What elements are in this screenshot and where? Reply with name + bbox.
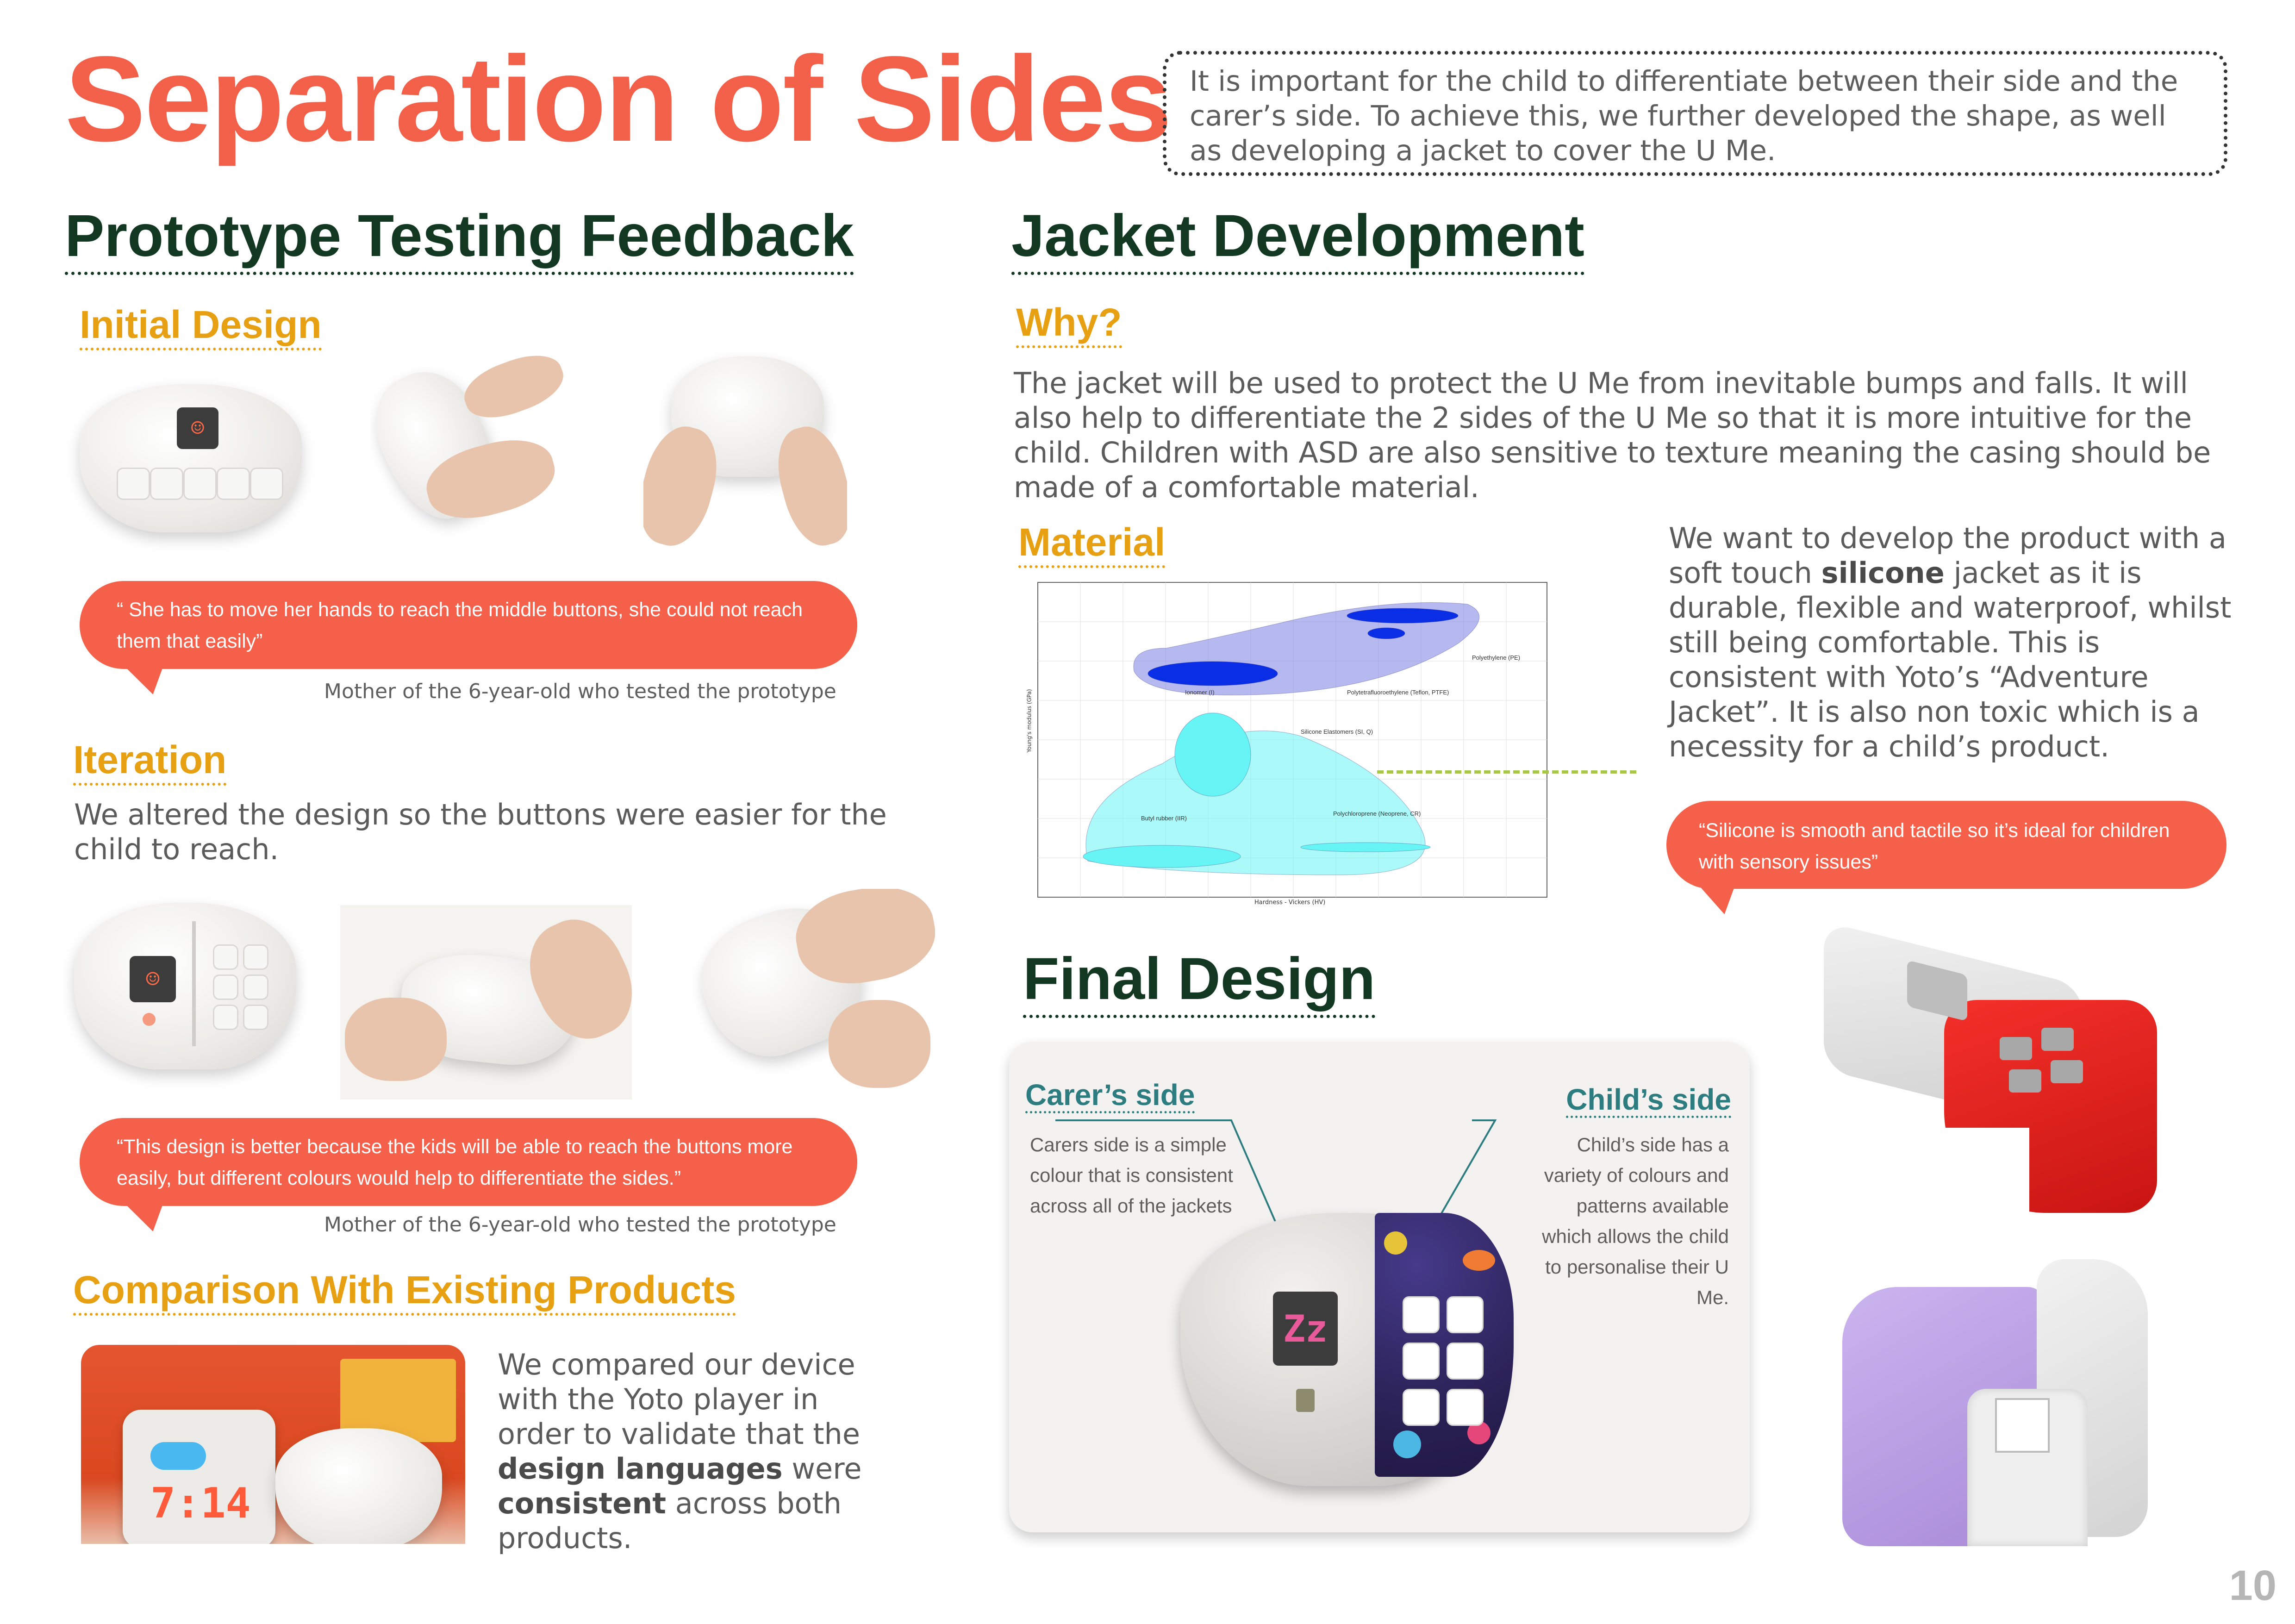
bubble-tail <box>1678 877 1738 914</box>
final-device: Zz <box>1180 1213 1514 1486</box>
chart-region-label: Polyethylene (PE) <box>1472 654 1520 661</box>
hand <box>345 998 447 1081</box>
purple-jacket-render <box>1842 1259 2157 1546</box>
carer-side-heading: Carer’s side <box>1025 1079 1195 1114</box>
device-button <box>213 1005 238 1030</box>
iteration-quote-caption: Mother of the 6-year-old who tested the … <box>324 1213 836 1237</box>
initial-quote-caption: Mother of the 6-year-old who tested the … <box>324 680 836 703</box>
why-text: The jacket will be used to protect the U… <box>1014 366 2211 504</box>
page-title: Separation of Sides <box>65 31 1172 167</box>
device-button <box>213 944 238 970</box>
child-button <box>1403 1296 1440 1333</box>
device-divider <box>192 921 196 1046</box>
planet-icon <box>1393 1430 1421 1458</box>
child-button <box>1447 1296 1484 1333</box>
device-button <box>250 468 283 500</box>
device-button <box>243 1005 268 1030</box>
screen-cutout <box>1995 1398 2050 1453</box>
device-button <box>150 468 183 500</box>
device-button <box>243 944 268 970</box>
child-button <box>1403 1343 1440 1380</box>
device-button <box>183 468 217 500</box>
initial-hands-photo-1 <box>370 352 574 546</box>
iteration-device-image: ☺ <box>74 903 296 1069</box>
chart-xlabel: Hardness - Vickers (HV) <box>1254 899 1326 906</box>
device-screen: ☺ <box>177 407 218 449</box>
planet-icon <box>1384 1231 1407 1255</box>
iteration-quote-bubble: “This design is better because the kids … <box>80 1118 857 1206</box>
chart-region-2 <box>1347 608 1459 624</box>
chart-region-label: Polytetrafluoroethylene (Teflon, PTFE) <box>1347 689 1449 696</box>
prototype-heading: Prototype Testing Feedback <box>65 203 854 275</box>
material-heading: Material <box>1018 521 1166 568</box>
device-button <box>117 468 150 500</box>
child-jacket <box>1375 1213 1514 1477</box>
device-button <box>217 468 250 500</box>
chart-region-3 <box>1367 627 1405 639</box>
device-body <box>80 384 302 532</box>
jacket-heading: Jacket Development <box>1011 203 1584 275</box>
chart-region-5 <box>1174 712 1251 797</box>
chart-region-label: Polychloroprene (Neoprene, CR) <box>1333 810 1421 817</box>
callout-lines <box>1055 1119 1497 1241</box>
material-text: We want to develop the product with a so… <box>1669 521 2232 763</box>
material-quote-bubble: “Silicone is smooth and tactile so it’s … <box>1666 801 2226 889</box>
speaker-icon <box>1296 1389 1315 1412</box>
chart-region-1 <box>1148 661 1278 686</box>
hand <box>829 1000 930 1088</box>
child-button <box>1403 1389 1440 1426</box>
iteration-hands-photo-1 <box>340 905 632 1099</box>
comparison-text: We compared our device with the Yoto pla… <box>498 1348 862 1555</box>
child-button <box>1447 1343 1484 1380</box>
intro-box: It is important for the child to differe… <box>1163 51 2227 176</box>
comparison-heading: Comparison With Existing Products <box>73 1268 736 1316</box>
shelf <box>81 1544 465 1567</box>
red-jacket-render <box>1824 921 2157 1213</box>
button-cutout <box>2009 1069 2041 1093</box>
carer-side-text: Carers side is a simple colour that is c… <box>1030 1134 1233 1217</box>
initial-quote-bubble: “ She has to move her hands to reach the… <box>80 581 857 669</box>
chart-ylabel: Young's modulus (GPa) <box>1026 689 1033 753</box>
initial-design-heading: Initial Design <box>80 303 322 351</box>
button-cutout <box>2000 1037 2032 1060</box>
final-design-card: Carer’s side Carers side is a simple col… <box>1009 1042 1750 1532</box>
child-button <box>1447 1389 1484 1426</box>
button-cutout <box>2051 1060 2083 1083</box>
iteration-heading: Iteration <box>73 738 227 786</box>
sleep-screen: Zz <box>1273 1292 1338 1366</box>
device-button <box>213 974 238 1000</box>
button-cutout <box>2041 1028 2074 1051</box>
chart-region-7 <box>1300 842 1431 852</box>
chart-region-label: Butyl rubber (IIR) <box>1141 815 1187 822</box>
iteration-hands-photo-2 <box>690 889 935 1093</box>
planet-icon <box>1463 1250 1495 1271</box>
chart-region-label: Ionomer (I) <box>1185 689 1215 696</box>
ume-device <box>275 1428 442 1549</box>
chart-region-label: Silicone Elastomers (SI, Q) <box>1301 728 1373 735</box>
initial-hands-photo-2 <box>643 352 847 546</box>
page-number: 10 <box>2229 1562 2276 1609</box>
cloud-icon <box>150 1442 206 1470</box>
yoto-clock: 7:14 <box>150 1479 251 1528</box>
yoto-player: 7:14 <box>123 1410 275 1549</box>
final-heading: Final Design <box>1023 946 1375 1018</box>
chart-region-6 <box>1083 845 1241 868</box>
comparison-photo: 7:14 <box>81 1345 465 1567</box>
device-indicator <box>143 1013 156 1026</box>
device-screen: ☺ <box>130 956 176 1002</box>
child-side-text: Child’s side has a variety of colours an… <box>1542 1134 1729 1308</box>
why-heading: Why? <box>1016 301 1122 349</box>
device-button <box>243 974 268 1000</box>
chart-pointer-line <box>1377 770 1636 774</box>
chart-region-4 <box>1085 731 1426 875</box>
material-chart-svg: Ionomer (I) Polyethylene (PE) Polytetraflu… <box>1037 582 1547 898</box>
child-side-heading: Child’s side <box>1566 1083 1731 1118</box>
material-chart: Ionomer (I) Polyethylene (PE) Polytetraflu… <box>1014 579 1565 912</box>
initial-device-image: ☺ <box>80 375 302 542</box>
iteration-text: We altered the design so the buttons wer… <box>74 798 887 866</box>
